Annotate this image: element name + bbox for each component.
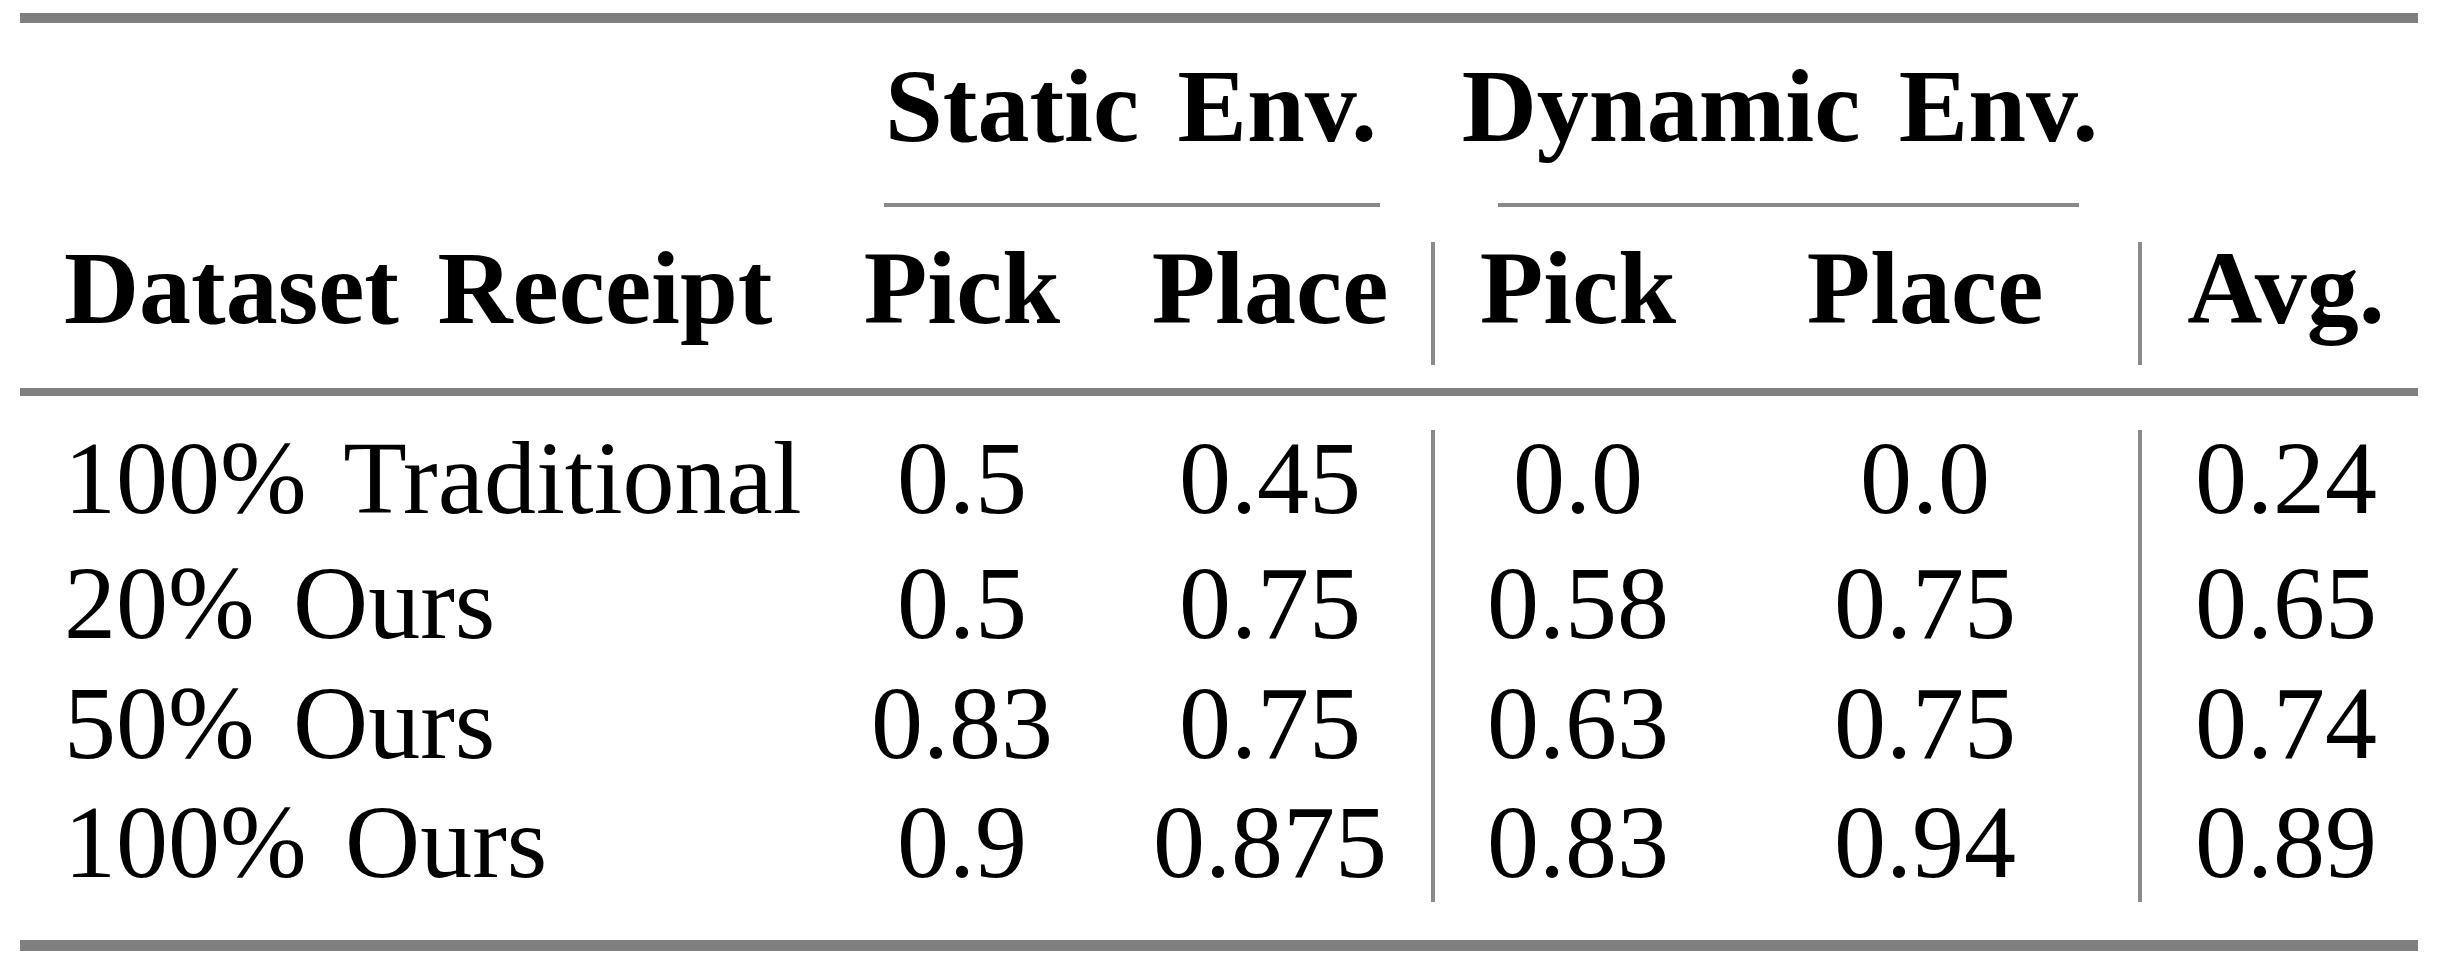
header-static-place: Place <box>1120 236 1420 340</box>
cell-dynamic-place: 0.75 <box>1775 551 2075 655</box>
header-rule <box>20 388 2418 396</box>
cell-dynamic-place: 0.0 <box>1775 426 2075 530</box>
cell-dynamic-pick: 0.83 <box>1428 790 1728 894</box>
cell-static-place: 0.75 <box>1120 671 1420 775</box>
col-group-static-env: Static Env. <box>781 54 1481 158</box>
cell-dynamic-pick: 0.58 <box>1428 551 1728 655</box>
cell-avg: 0.89 <box>2136 790 2436 894</box>
cell-avg: 0.65 <box>2136 551 2436 655</box>
cmidrule-dynamic <box>1498 203 2079 207</box>
cell-dynamic-place: 0.94 <box>1775 790 2075 894</box>
header-avg-place: Place <box>1775 236 2075 340</box>
cell-static-place: 0.75 <box>1120 551 1420 655</box>
cell-static-pick: 0.5 <box>812 551 1112 655</box>
bottom-rule <box>20 940 2418 951</box>
cell-dynamic-pick: 0.0 <box>1428 426 1728 530</box>
cell-avg: 0.74 <box>2136 671 2436 775</box>
top-rule <box>20 13 2418 23</box>
cell-static-pick: 0.5 <box>812 426 1112 530</box>
header-dynamic-pick: Pick <box>1428 236 1728 340</box>
cell-static-pick: 0.83 <box>812 671 1112 775</box>
col-group-dynamic-env: Dynamic Env. <box>1430 54 2130 158</box>
results-table: Static Env. Dynamic Env. Dataset Receipt… <box>0 0 2440 966</box>
header-avg: Avg. <box>2136 236 2436 340</box>
header-static-pick: Pick <box>812 236 1112 340</box>
cell-dynamic-pick: 0.63 <box>1428 671 1728 775</box>
cell-static-place: 0.875 <box>1120 790 1420 894</box>
cell-static-pick: 0.9 <box>812 790 1112 894</box>
cell-static-place: 0.45 <box>1120 426 1420 530</box>
cell-avg: 0.24 <box>2136 426 2436 530</box>
cell-dynamic-place: 0.75 <box>1775 671 2075 775</box>
cmidrule-static <box>884 203 1380 207</box>
